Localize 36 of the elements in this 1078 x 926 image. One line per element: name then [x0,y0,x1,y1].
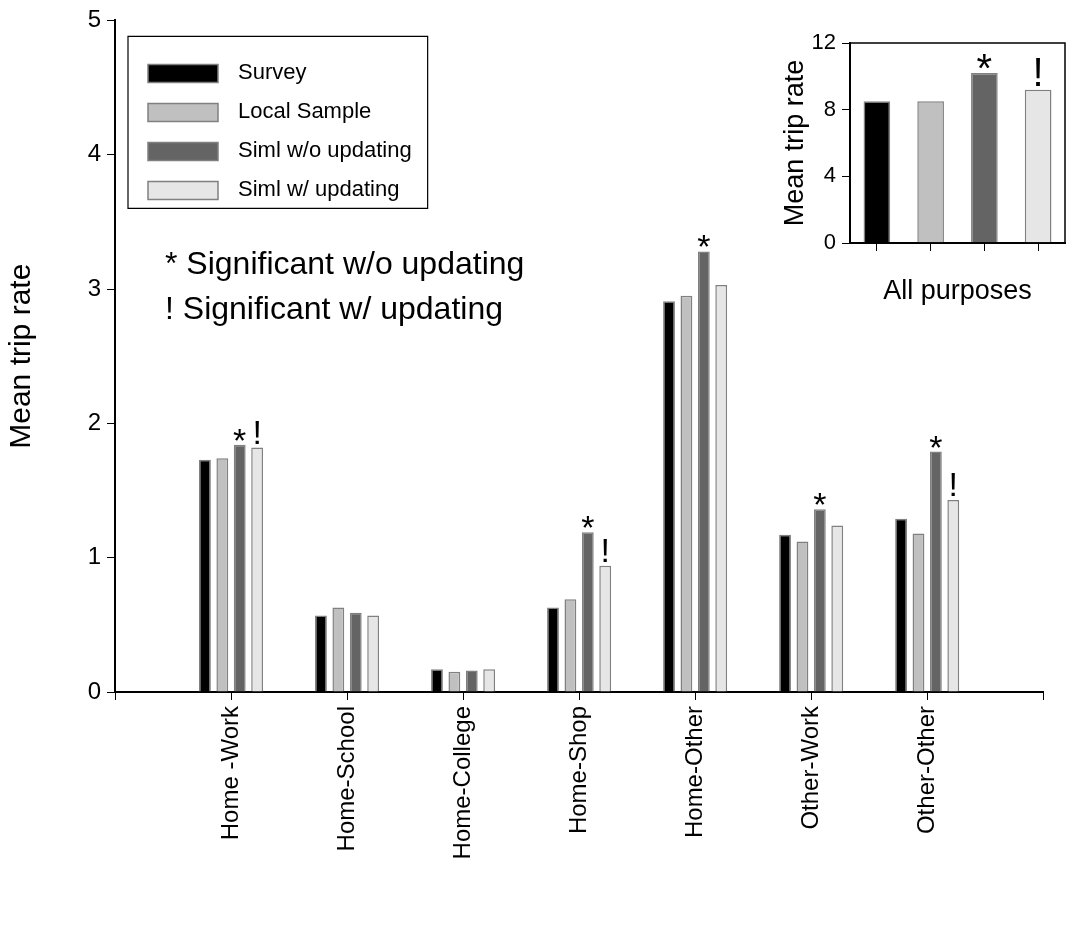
x-tick-label: Home-School [331,706,359,852]
annotation: ! [1032,49,1044,94]
y-axis-title: Mean trip rate [3,263,37,449]
y-tick-label: 3 [87,273,101,301]
x-tick-label: Home-Shop [563,706,591,835]
y-axis-title: Mean trip rate [778,59,809,227]
y-tick-label: 4 [823,162,836,188]
y-tick-label: 8 [823,95,836,121]
annotation: * [929,427,943,466]
legend-label: Survey [238,59,307,85]
y-tick-label: 4 [87,139,101,167]
annotation: ! [600,530,610,569]
y-tick-label: 1 [87,542,101,570]
y-tick-label: 0 [87,676,101,704]
annotation: ! [948,464,959,503]
y-tick-label: 0 [823,229,836,255]
annotation: * [233,420,247,459]
annotation: * [976,46,993,90]
x-tick-label: Other-Work [795,705,823,830]
x-tick-label: Other-Other [911,706,939,835]
x-axis-title: All purposes [883,275,1032,306]
y-tick-label: 12 [811,29,836,55]
x-tick-label: Home-College [447,706,475,860]
legend-label: Local Sample [238,98,372,124]
y-tick-label: 2 [87,407,101,435]
legend-label: Siml w/ updating [238,176,400,202]
x-tick-label: Home -Work [215,705,243,841]
x-tick-label: Home-Other [679,706,707,839]
legend-label: Siml w/o updating [238,137,412,163]
annotation: * Significant w/o updating [165,244,525,281]
y-tick-label: 5 [87,5,101,33]
annotation: * [581,508,595,547]
annotation: * [813,485,827,524]
annotation: ! Significant w/ updating [165,289,503,326]
annotation: * [697,227,711,266]
annotation: ! [252,412,262,451]
